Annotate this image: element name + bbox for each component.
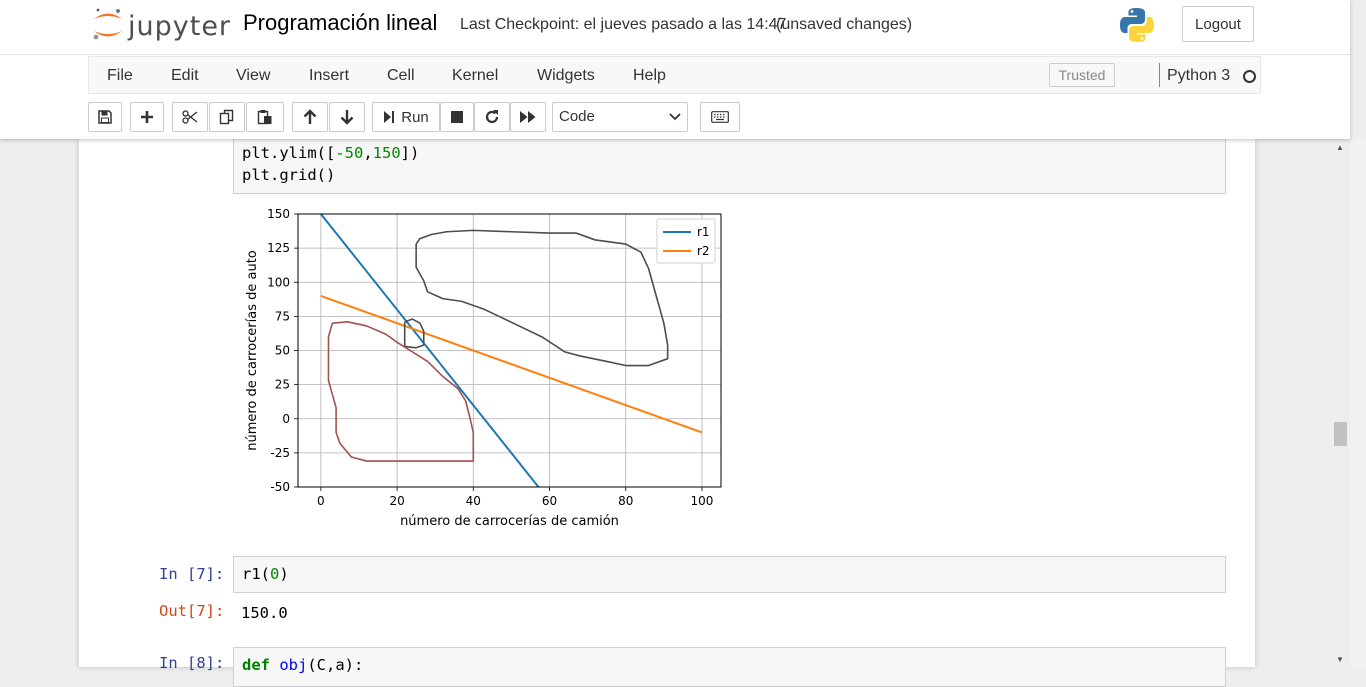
x-tick-label: 80 bbox=[618, 494, 633, 508]
series-line-r2 bbox=[320, 294, 703, 434]
interrupt-button[interactable] bbox=[440, 102, 474, 132]
x-tick-label: 60 bbox=[542, 494, 557, 508]
run-label: Run bbox=[401, 108, 429, 126]
notebook-container: plt.ylim([-50,150]) plt.grid() 0 20 40 60 80… bbox=[79, 129, 1255, 687]
y-tick-label: 100 bbox=[267, 275, 290, 289]
y-tick-label: 0 bbox=[282, 412, 290, 426]
code-line-ylim: plt.ylim([-50,150]) bbox=[242, 144, 420, 162]
code-cell-7-input[interactable]: r1(0) bbox=[233, 556, 1226, 593]
copy-icon bbox=[219, 109, 234, 125]
move-up-button[interactable] bbox=[292, 102, 328, 132]
chart-axes: 0 20 40 60 80 100 -50 -25 0 25 50 75 100 125 150 bbox=[267, 207, 713, 508]
kernel-name: Python 3 bbox=[1167, 67, 1231, 84]
move-down-button[interactable] bbox=[329, 102, 365, 132]
code-line-grid: plt.grid() bbox=[242, 166, 336, 184]
freehand-annotation-3 bbox=[327, 321, 475, 462]
code-cell-8-text: def obj(C,a): bbox=[242, 656, 364, 674]
logo-text: jupyter bbox=[128, 11, 232, 42]
header-divider bbox=[0, 54, 1350, 55]
x-tick-label: 0 bbox=[317, 494, 325, 508]
menu-kernel[interactable]: Kernel bbox=[452, 67, 499, 84]
y-tick-label: 75 bbox=[275, 309, 290, 323]
freehand-annotation-2 bbox=[403, 318, 425, 349]
stop-icon bbox=[451, 111, 463, 123]
cell-7-out-prompt: Out[7]: bbox=[159, 602, 225, 620]
notebook-title[interactable]: Programación lineal bbox=[243, 10, 438, 35]
series-line-r1 bbox=[320, 214, 540, 487]
code-cell-6-input[interactable]: plt.ylim([-50,150]) plt.grid() bbox=[233, 129, 1226, 194]
cell-type-select[interactable]: Code bbox=[552, 102, 688, 132]
trusted-indicator[interactable]: Trusted bbox=[1049, 63, 1115, 87]
cell-8-in-prompt: In [8]: bbox=[159, 654, 225, 672]
save-button[interactable] bbox=[88, 102, 122, 132]
menu-edit[interactable]: Edit bbox=[171, 67, 199, 84]
run-icon bbox=[384, 111, 395, 123]
copy-button[interactable] bbox=[209, 102, 245, 132]
y-tick-label: -25 bbox=[270, 446, 290, 460]
restart-button[interactable] bbox=[474, 102, 510, 132]
code-cell-8-input[interactable]: def obj(C,a): bbox=[233, 647, 1226, 687]
insert-cell-button[interactable] bbox=[130, 102, 164, 132]
menu-view[interactable]: View bbox=[236, 67, 271, 84]
freehand-annotation-1 bbox=[415, 229, 669, 367]
y-tick-label: 50 bbox=[275, 344, 290, 358]
run-button[interactable]: Run bbox=[372, 102, 440, 132]
cell-type-value: Code bbox=[559, 108, 595, 125]
plus-icon bbox=[141, 111, 153, 123]
x-tick-label: 40 bbox=[466, 494, 481, 508]
y-tick-label: 25 bbox=[275, 378, 290, 392]
menubar: File Edit View Insert Cell Kernel Widget… bbox=[88, 56, 1261, 94]
chart-xlabel: número de carrocerías de camión bbox=[400, 514, 619, 529]
kernel-status-icon bbox=[1243, 70, 1256, 83]
scroll-down-arrow-icon[interactable]: ▼ bbox=[1336, 655, 1344, 664]
menu-help[interactable]: Help bbox=[633, 67, 666, 84]
chart-ylabel: número de carrocerías de auto bbox=[245, 250, 260, 451]
checkpoint-status: Last Checkpoint: el jueves pasado a las … bbox=[460, 16, 787, 33]
scroll-up-arrow-icon[interactable]: ▲ bbox=[1336, 143, 1344, 152]
fast-forward-icon bbox=[520, 111, 536, 123]
cut-icon bbox=[182, 110, 198, 124]
menu-file[interactable]: File bbox=[107, 67, 133, 84]
logout-button[interactable]: Logout bbox=[1182, 6, 1254, 42]
restart-run-all-button[interactable] bbox=[510, 102, 546, 132]
jupyter-logo[interactable]: jupyter bbox=[90, 6, 230, 44]
jupyter-logo-icon bbox=[93, 8, 122, 40]
x-tick-label: 20 bbox=[389, 494, 404, 508]
autosave-status: (unsaved changes) bbox=[776, 16, 913, 33]
cut-button[interactable] bbox=[172, 102, 208, 132]
command-palette-button[interactable] bbox=[700, 102, 740, 132]
header: jupyter Programación lineal Last Checkpo… bbox=[0, 0, 1350, 139]
cell-7-in-prompt: In [7]: bbox=[159, 565, 225, 583]
cell-7-output: 150.0 bbox=[241, 604, 288, 622]
kernel-separator bbox=[1159, 63, 1160, 87]
page-scrollbar[interactable] bbox=[1350, 139, 1366, 667]
menu-widgets[interactable]: Widgets bbox=[537, 67, 595, 84]
python-logo-icon bbox=[1120, 8, 1154, 42]
y-tick-label: 150 bbox=[267, 207, 290, 221]
keyboard-icon bbox=[711, 111, 729, 123]
y-tick-label: 125 bbox=[267, 241, 290, 255]
chart-frame bbox=[297, 213, 722, 488]
paste-button[interactable] bbox=[246, 102, 284, 132]
chevron-down-icon bbox=[669, 113, 681, 121]
scrollbar-thumb[interactable] bbox=[1334, 422, 1347, 446]
menu-insert[interactable]: Insert bbox=[309, 67, 350, 84]
y-tick-label: -50 bbox=[270, 480, 290, 494]
restart-icon bbox=[485, 110, 499, 124]
arrow-up-icon bbox=[303, 109, 317, 124]
chart-series bbox=[320, 214, 703, 487]
paste-icon bbox=[257, 110, 272, 125]
menu-cell[interactable]: Cell bbox=[387, 67, 415, 84]
x-tick-label: 100 bbox=[690, 494, 713, 508]
code-cell-7-text: r1(0) bbox=[242, 565, 289, 583]
legend-label-r1: r1 bbox=[697, 225, 710, 239]
chart-annotations bbox=[327, 229, 669, 462]
legend-label-r2: r2 bbox=[697, 244, 710, 258]
save-icon bbox=[98, 110, 112, 124]
arrow-down-icon bbox=[340, 110, 354, 125]
